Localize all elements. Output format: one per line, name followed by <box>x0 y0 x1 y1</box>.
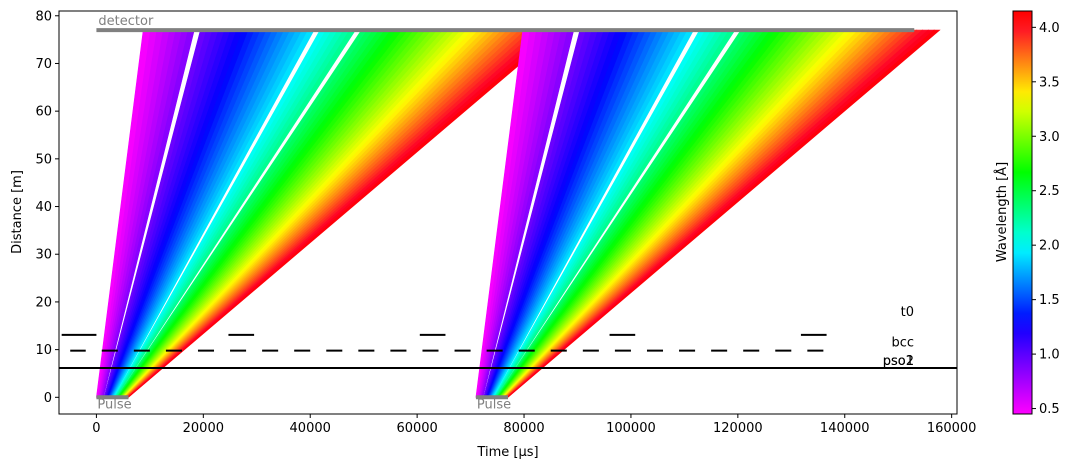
x-tick-label: 20000 <box>183 421 224 436</box>
source-markers: detector Pulse Pulse <box>96 14 915 412</box>
chopper-label-pso1: pso1 <box>883 354 914 369</box>
x-tick-label: 160000 <box>927 421 977 436</box>
y-tick-label: 0 <box>44 391 52 406</box>
colorbar-tick-label: 4.0 <box>1039 21 1060 36</box>
colorbar-tick-label: 3.0 <box>1039 130 1060 145</box>
bundle-2 <box>475 29 941 398</box>
pulse-label: Pulse <box>477 397 511 412</box>
y-tick-label: 60 <box>35 105 52 120</box>
colorbar-tick-label: 1.0 <box>1039 348 1060 363</box>
x-axis: 0 20000 40000 60000 80000 100000 120000 140000 1… <box>92 414 976 436</box>
neutron-bundles <box>96 29 941 398</box>
bundle-1 <box>96 29 562 398</box>
chopper-lines <box>59 333 957 369</box>
chopper-label-t0: t0 <box>901 305 914 320</box>
x-tick-label: 80000 <box>503 421 544 436</box>
colorbar-label: Wavelength [Å] <box>994 162 1010 262</box>
y-tick-label: 80 <box>35 9 52 24</box>
detector-label: detector <box>98 14 154 29</box>
x-tick-label: 60000 <box>396 421 437 436</box>
plot-frame <box>58 10 958 415</box>
y-tick-label: 10 <box>35 343 52 358</box>
x-tick-label: 0 <box>92 421 100 436</box>
y-axis-label: Distance [m] <box>10 170 25 254</box>
y-tick-label: 70 <box>35 57 52 72</box>
y-tick-label: 30 <box>35 248 52 263</box>
x-tick-label: 40000 <box>290 421 331 436</box>
x-tick-label: 140000 <box>820 421 870 436</box>
colorbar-gradient <box>1013 11 1032 414</box>
colorbar-tick-label: 2.5 <box>1039 184 1060 199</box>
y-axis: 0 10 20 30 40 50 60 70 80 <box>35 9 59 406</box>
colorbar-tick-label: 1.5 <box>1039 293 1060 308</box>
colorbar-tick-label: 2.0 <box>1039 239 1060 254</box>
chopper-label-bcc: bcc <box>891 336 914 351</box>
y-tick-label: 50 <box>35 152 52 167</box>
pulse-label: Pulse <box>97 397 131 412</box>
colorbar: 0.5 1.0 1.5 2.0 2.5 3.0 3.5 4.0 <box>1012 10 1060 417</box>
x-axis-label: Time [µs] <box>476 445 538 460</box>
x-tick-label: 100000 <box>606 421 656 436</box>
colorbar-tick-label: 3.5 <box>1039 75 1060 90</box>
x-tick-label: 120000 <box>713 421 763 436</box>
y-tick-label: 40 <box>35 200 52 215</box>
chopper-label-pso2: pso2 <box>883 354 914 369</box>
colorbar-tick-label: 0.5 <box>1039 402 1060 417</box>
y-tick-label: 20 <box>35 295 52 310</box>
colorbar-frame <box>1012 10 1033 415</box>
